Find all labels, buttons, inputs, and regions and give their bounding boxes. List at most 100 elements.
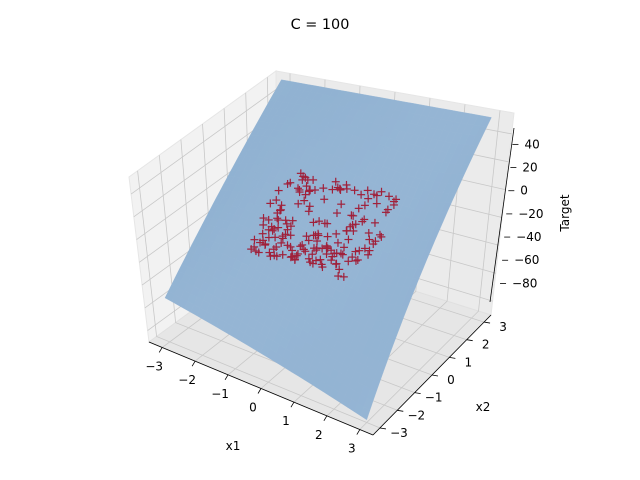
x-tick-label: −1 bbox=[211, 387, 229, 401]
scatter-point bbox=[322, 243, 331, 252]
scatter-point bbox=[327, 256, 336, 265]
y-tick-label: 3 bbox=[499, 320, 507, 334]
scatter-point bbox=[340, 243, 349, 252]
y-tick bbox=[379, 427, 387, 430]
scatter-point bbox=[350, 186, 359, 195]
scatter-point bbox=[286, 253, 295, 262]
scatter-point bbox=[250, 242, 259, 251]
y-tick-label: 0 bbox=[447, 373, 455, 387]
scatter-point bbox=[288, 216, 297, 225]
scatter-point bbox=[364, 250, 373, 259]
x-tick bbox=[356, 429, 361, 435]
scatter-point bbox=[272, 243, 281, 252]
scatter-point bbox=[364, 228, 373, 237]
y-tick bbox=[483, 321, 491, 324]
z-tick-label: 40 bbox=[524, 137, 539, 151]
scatter-point bbox=[318, 263, 327, 272]
z-tick-label: −60 bbox=[514, 253, 539, 267]
scatter-point bbox=[355, 246, 364, 255]
scatter-point bbox=[354, 204, 363, 213]
scatter-point bbox=[360, 201, 369, 210]
scatter-point bbox=[357, 190, 366, 199]
scatter-point bbox=[364, 194, 373, 203]
scatter-point bbox=[266, 199, 275, 208]
chart-title: C = 100 bbox=[291, 17, 350, 33]
scatter-point bbox=[274, 186, 283, 195]
x-tick-label: −2 bbox=[178, 373, 196, 387]
scatter-point bbox=[305, 187, 314, 196]
x-tick bbox=[323, 415, 328, 422]
z-tick-label: −20 bbox=[518, 207, 543, 221]
scatter-point bbox=[309, 175, 318, 184]
scatter-point bbox=[342, 180, 351, 189]
scatter-point bbox=[283, 225, 292, 234]
scatter-point bbox=[296, 169, 305, 178]
scatter-points bbox=[247, 169, 401, 281]
z-tick-label: 0 bbox=[520, 184, 528, 198]
y-tick-label: 2 bbox=[482, 338, 490, 352]
scatter-point bbox=[363, 186, 372, 195]
scatter-point bbox=[318, 244, 327, 253]
scatter-point bbox=[306, 258, 315, 267]
scatter-point bbox=[333, 238, 342, 247]
x-tick-label: 1 bbox=[282, 414, 290, 428]
x-axis-label: x1 bbox=[226, 439, 241, 453]
scatter-point bbox=[383, 205, 392, 214]
z-tick-label: −40 bbox=[516, 230, 541, 244]
scatter-point bbox=[258, 229, 267, 238]
scatter-point bbox=[295, 188, 304, 197]
scatter-point bbox=[286, 231, 295, 240]
z-tick-label: 20 bbox=[522, 161, 537, 175]
scatter-point bbox=[293, 249, 302, 258]
scatter-point bbox=[365, 246, 374, 255]
scatter-point bbox=[283, 241, 292, 250]
scatter-point bbox=[358, 217, 367, 226]
scatter-point bbox=[294, 199, 303, 208]
scatter-point bbox=[309, 218, 318, 227]
scatter-point bbox=[330, 249, 339, 258]
scatter-point bbox=[286, 222, 295, 231]
scatter-point bbox=[312, 246, 321, 255]
scatter-point bbox=[278, 250, 287, 259]
scatter-point bbox=[323, 219, 332, 228]
scatter-point bbox=[385, 192, 394, 201]
scatter-point bbox=[304, 207, 313, 216]
scatter-point bbox=[264, 215, 273, 224]
y-tick-label: −3 bbox=[390, 426, 408, 440]
scatter-point bbox=[266, 252, 275, 261]
scatter-point bbox=[320, 195, 329, 204]
scatter-point bbox=[277, 201, 286, 210]
scatter-point bbox=[313, 237, 322, 246]
scatter-point bbox=[319, 184, 328, 193]
scatter-point bbox=[302, 182, 311, 191]
x-tick bbox=[191, 360, 196, 367]
scatter-point bbox=[259, 214, 268, 223]
scatter-point bbox=[304, 236, 313, 245]
scatter-point bbox=[311, 256, 320, 265]
scatter-point bbox=[286, 178, 295, 187]
scatter-point bbox=[308, 250, 317, 259]
scatter-point bbox=[282, 219, 291, 228]
scatter-point bbox=[372, 199, 381, 208]
scatter-point bbox=[370, 218, 379, 227]
z-tick-label: −80 bbox=[512, 276, 537, 290]
x-tick-label: 0 bbox=[249, 401, 257, 415]
scatter-point bbox=[274, 216, 283, 225]
scatter-point bbox=[328, 185, 337, 194]
scatter-point bbox=[251, 247, 260, 256]
scatter-point bbox=[342, 226, 351, 235]
scatter-point bbox=[294, 184, 303, 193]
scatter-point bbox=[351, 247, 360, 256]
scatter-point bbox=[304, 254, 313, 263]
scatter-point bbox=[292, 251, 301, 260]
scatter-point bbox=[377, 187, 386, 196]
scatter-point bbox=[360, 244, 369, 253]
scatter-point bbox=[338, 250, 347, 259]
scatter-point bbox=[332, 259, 341, 268]
scatter-point bbox=[339, 272, 348, 281]
scatter-point bbox=[332, 209, 341, 218]
x-tick-label: −3 bbox=[145, 359, 163, 373]
